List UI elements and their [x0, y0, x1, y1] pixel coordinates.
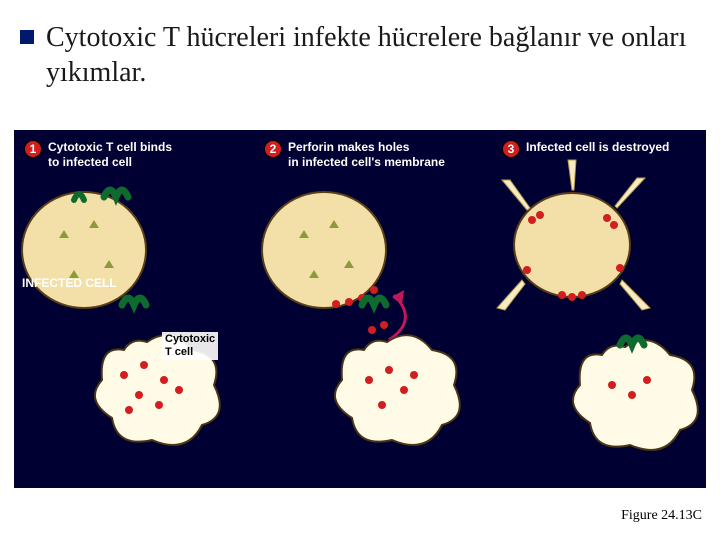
step-2: 2 Perforin makes holesin infected cell's…	[264, 140, 445, 170]
bullet-icon	[20, 30, 34, 44]
diagram-scene	[14, 130, 706, 488]
stage-3	[497, 160, 698, 450]
step-3: 3 Infected cell is destroyed	[502, 140, 669, 158]
infected-cell-label: INFECTED CELL	[22, 276, 117, 290]
step-1: 1 Cytotoxic T cell bindsto infected cell	[24, 140, 172, 170]
step-2-number: 2	[264, 140, 282, 158]
cytotoxic-tcell-label: CytotoxicT cell	[162, 332, 218, 360]
diagram-panel: 1 Cytotoxic T cell bindsto infected cell…	[14, 130, 706, 488]
slide-title: Cytotoxic T hücreleri infekte hücrelere …	[46, 20, 700, 90]
stage-1	[22, 190, 220, 445]
step-3-number: 3	[502, 140, 520, 158]
slide-title-row: Cytotoxic T hücreleri infekte hücrelere …	[0, 0, 720, 100]
stage-2	[262, 192, 460, 445]
step-3-label: Infected cell is destroyed	[526, 140, 669, 155]
figure-reference: Figure 24.13C	[621, 508, 702, 524]
step-1-label: Cytotoxic T cell bindsto infected cell	[48, 140, 172, 170]
step-2-label: Perforin makes holesin infected cell's m…	[288, 140, 445, 170]
step-1-number: 1	[24, 140, 42, 158]
